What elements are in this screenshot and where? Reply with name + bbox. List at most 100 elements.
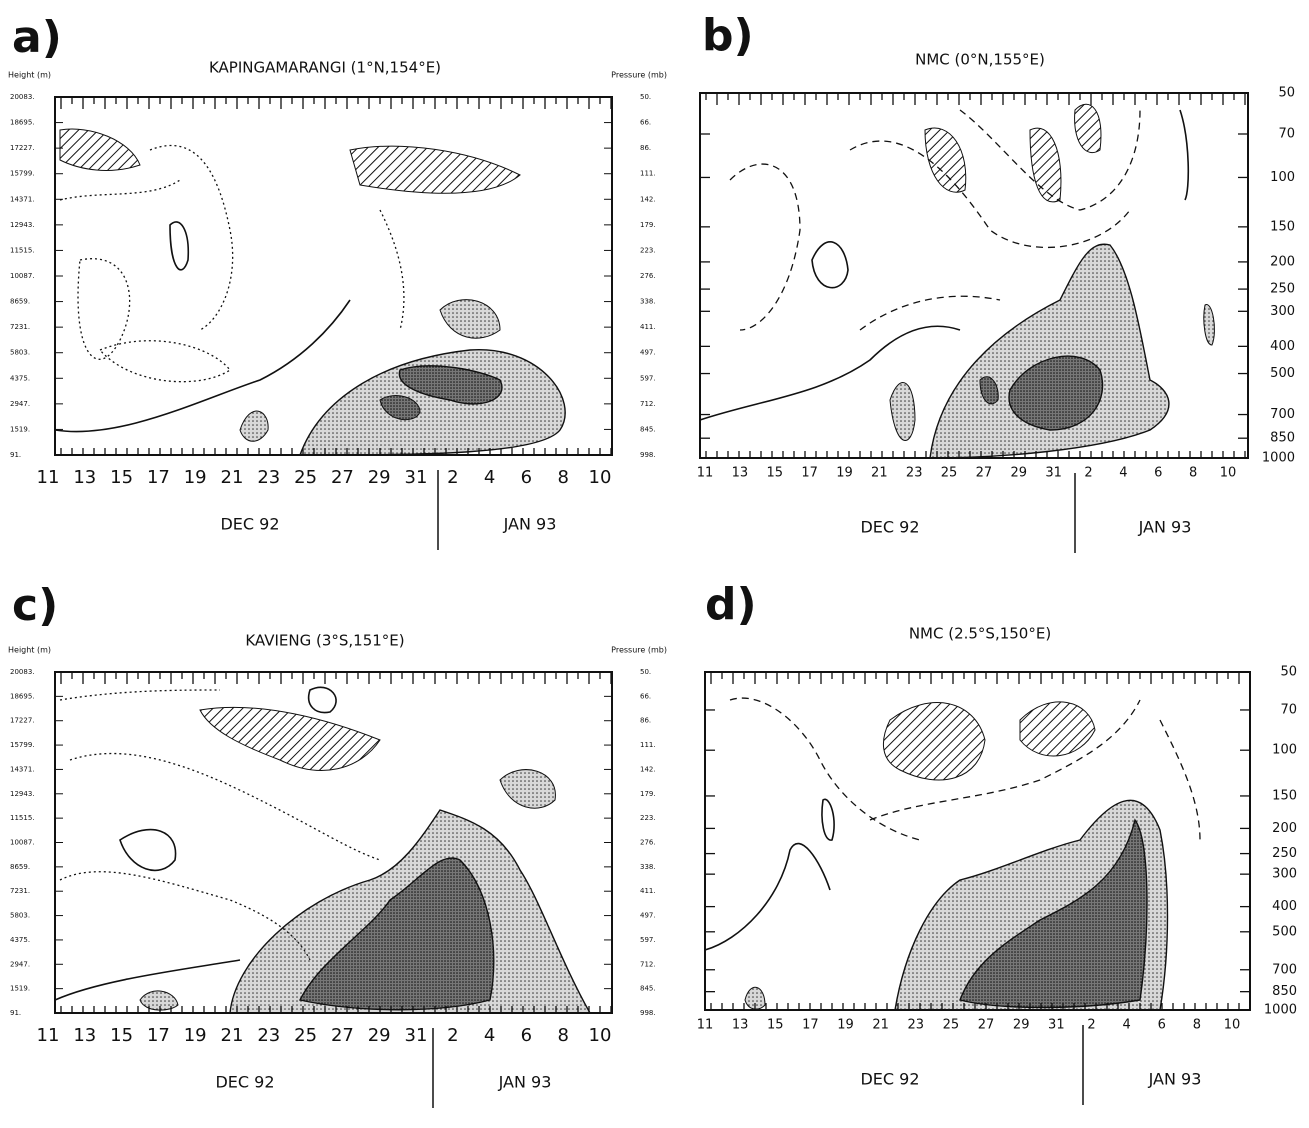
left-tick-label: 7231. (10, 887, 30, 895)
right-tick-label: 66. (640, 692, 651, 700)
right-tick-label: 100 (1272, 743, 1297, 758)
right-tick-label: 250 (1272, 846, 1297, 861)
panel-letter: d) (705, 579, 757, 630)
right-tick-label: 150 (1270, 219, 1295, 234)
right-tick-label: 200 (1272, 821, 1297, 836)
right-tick-label: 142. (640, 765, 656, 773)
x-tick-label: 8 (1189, 466, 1197, 481)
left-tick-label: 91. (10, 1009, 21, 1017)
left-tick-label: 11515. (10, 814, 35, 822)
right-tick-label: 179. (640, 221, 656, 229)
contours-d (705, 698, 1200, 1010)
right-tick-label: 338. (640, 863, 656, 871)
x-tick-label: 27 (331, 1025, 354, 1046)
panel-title: KAPINGAMARANGI (1°N,154°E) (209, 59, 441, 77)
x-tick-label: 15 (766, 466, 783, 481)
x-tick-label: 31 (1048, 1018, 1065, 1033)
x-tick-label: 8 (557, 1025, 568, 1046)
left-tick-label: 10087. (10, 839, 35, 847)
x-tick-label: 19 (836, 466, 853, 481)
month-label: JAN 93 (1138, 518, 1192, 537)
right-tick-label: 70 (1280, 702, 1297, 717)
left-tick-label: 1519. (10, 425, 30, 433)
x-tick-label: 27 (976, 466, 993, 481)
panel-letter: a) (12, 12, 62, 63)
x-tick-label: 13 (73, 1025, 96, 1046)
left-tick-label: 17227. (10, 717, 35, 725)
right-tick-label: 100 (1270, 170, 1295, 185)
left-axis-title: Height (m) (8, 646, 51, 655)
left-tick-label: 8659. (10, 298, 30, 306)
right-tick-label: 338. (640, 298, 656, 306)
panel-title: NMC (0°N,155°E) (915, 51, 1045, 69)
right-tick-label: 66. (640, 119, 651, 127)
right-tick-label: 500 (1272, 924, 1297, 939)
x-tick-label: 25 (294, 467, 317, 488)
right-tick-label: 712. (640, 400, 656, 408)
x-tick-label: 2 (1087, 1018, 1095, 1033)
x-tick-label: 10 (1220, 466, 1237, 481)
left-tick-label: 4375. (10, 374, 30, 382)
x-tick-label: 17 (801, 466, 818, 481)
right-tick-label: 845. (640, 425, 656, 433)
left-tick-label: 5803. (10, 349, 30, 357)
x-tick-label: 8 (557, 467, 568, 488)
left-tick-label: 4375. (10, 936, 30, 944)
x-tick-label: 4 (484, 1025, 495, 1046)
right-tick-label: 300 (1272, 867, 1297, 882)
right-tick-label: 50 (1280, 665, 1297, 680)
x-tick-label: 29 (368, 1025, 391, 1046)
figure: a)KAPINGAMARANGI (1°N,154°E)111315171921… (0, 0, 1309, 1128)
x-tick-label: 2 (447, 467, 458, 488)
x-tick-label: 23 (908, 1018, 925, 1033)
right-tick-label: 998. (640, 1009, 656, 1017)
left-tick-label: 18695. (10, 692, 35, 700)
x-tick-label: 25 (294, 1025, 317, 1046)
x-tick-label: 17 (802, 1018, 819, 1033)
x-tick-label: 10 (589, 467, 612, 488)
right-tick-label: 1000 (1264, 1003, 1297, 1018)
left-tick-label: 12943. (10, 790, 35, 798)
x-tick-label: 6 (1158, 1018, 1166, 1033)
right-tick-label: 111. (640, 170, 656, 178)
contours-b (700, 104, 1214, 458)
x-tick-label: 17 (147, 1025, 170, 1046)
x-tick-label: 27 (331, 467, 354, 488)
right-tick-label: 497. (640, 349, 656, 357)
right-tick-label: 411. (640, 887, 656, 895)
x-tick-label: 13 (73, 467, 96, 488)
left-tick-label: 15799. (10, 170, 35, 178)
x-tick-label: 29 (368, 467, 391, 488)
left-tick-label: 17227. (10, 144, 35, 152)
left-tick-label: 10087. (10, 272, 35, 280)
x-tick-label: 23 (257, 467, 280, 488)
right-tick-label: 1000 (1262, 451, 1295, 466)
right-tick-label: 223. (640, 814, 656, 822)
left-tick-label: 5803. (10, 912, 30, 920)
right-tick-label: 411. (640, 323, 656, 331)
x-tick-label: 31 (405, 1025, 428, 1046)
left-axis-title: Height (m) (8, 71, 51, 80)
x-tick-label: 8 (1193, 1018, 1201, 1033)
right-tick-label: 597. (640, 374, 656, 382)
x-tick-label: 23 (257, 1025, 280, 1046)
x-tick-label: 19 (837, 1018, 854, 1033)
panel-title: NMC (2.5°S,150°E) (909, 625, 1051, 643)
x-tick-label: 4 (1119, 466, 1127, 481)
contours-a (55, 97, 565, 455)
right-tick-label: 497. (640, 912, 656, 920)
right-tick-label: 50. (640, 93, 651, 101)
panel-title: KAVIENG (3°S,151°E) (245, 632, 404, 650)
right-tick-label: 50. (640, 668, 651, 676)
right-tick-label: 179. (640, 790, 656, 798)
right-tick-label: 300 (1270, 304, 1295, 319)
x-tick-label: 10 (1224, 1018, 1241, 1033)
x-tick-label: 19 (184, 467, 207, 488)
panel-letter: b) (702, 10, 754, 61)
left-tick-label: 8659. (10, 863, 30, 871)
x-tick-label: 10 (589, 1025, 612, 1046)
x-tick-label: 15 (110, 1025, 133, 1046)
x-tick-label: 21 (221, 467, 244, 488)
x-tick-label: 25 (941, 466, 958, 481)
month-label: DEC 92 (215, 1073, 274, 1092)
